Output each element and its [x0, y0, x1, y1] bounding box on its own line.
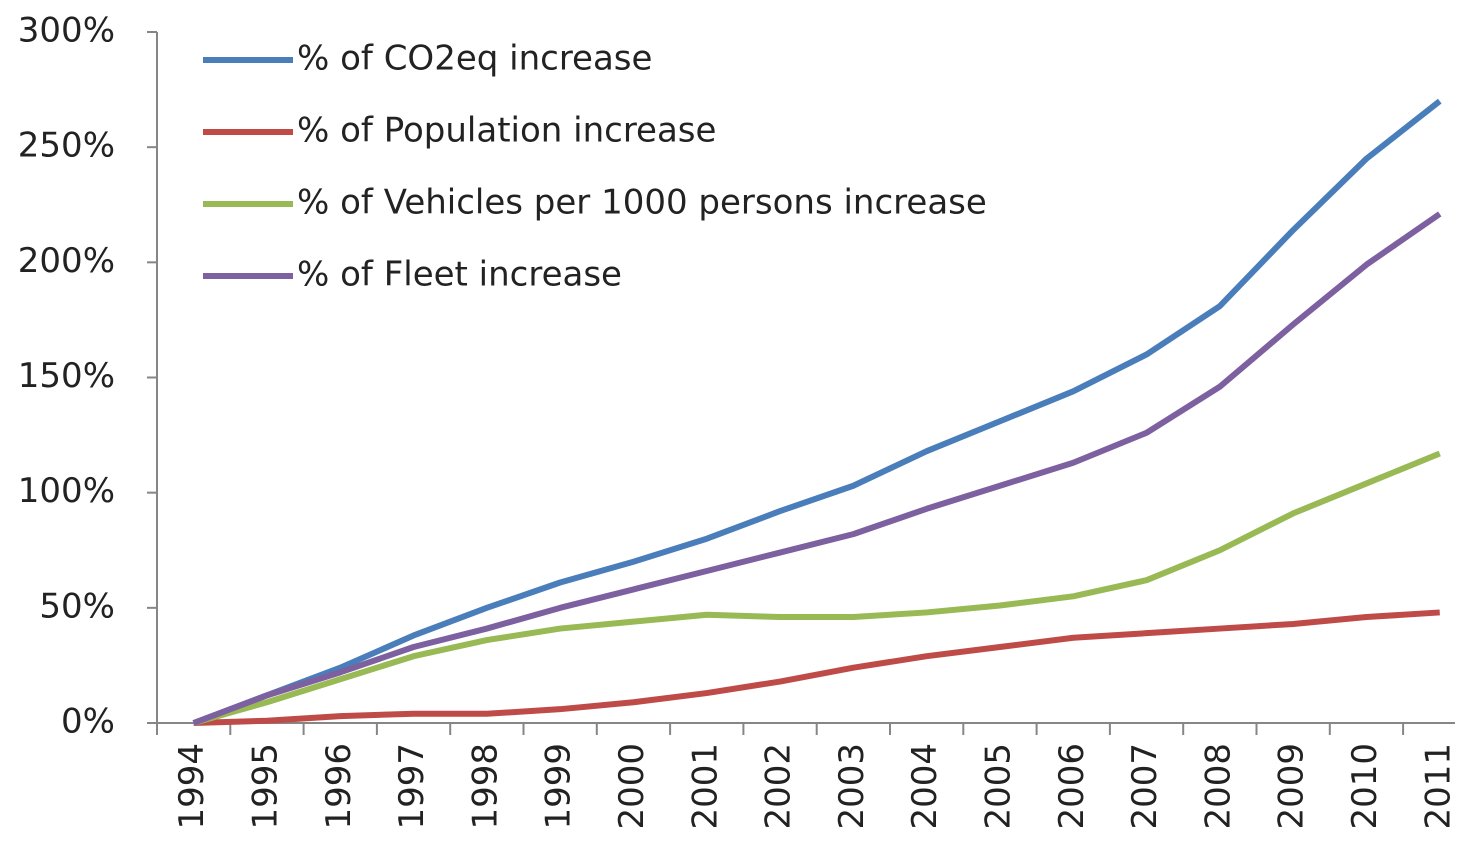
legend-label: % of Fleet increase	[297, 255, 622, 295]
y-tick-label: 100%	[18, 471, 115, 511]
y-tick-label: 0%	[61, 702, 115, 742]
series-line	[193, 609, 1440, 726]
y-tick-label: 150%	[18, 356, 115, 396]
x-tick-label: 1998	[465, 743, 505, 830]
x-tick-label: 2003	[832, 743, 872, 830]
x-tick-label: 2005	[978, 743, 1018, 830]
x-tick-label: 2011	[1418, 743, 1458, 830]
x-tick-label: 2008	[1198, 743, 1238, 830]
x-tick-label: 2007	[1125, 743, 1165, 830]
legend-label: % of Vehicles per 1000 persons increase	[297, 183, 987, 223]
series-line	[192, 98, 1442, 726]
x-tick-label: 2009	[1272, 743, 1312, 830]
x-tick-label: 1994	[172, 743, 212, 830]
x-tick-label: 1995	[245, 743, 285, 830]
x-tick-label: 2001	[685, 743, 725, 830]
y-tick-label: 200%	[18, 241, 115, 281]
x-tick-label: 2000	[612, 743, 652, 830]
x-tick-label: 2004	[905, 743, 945, 830]
series-line	[192, 450, 1441, 726]
y-tick-label: 300%	[18, 11, 115, 51]
y-tick-label: 250%	[18, 126, 115, 166]
x-tick-label: 1997	[392, 743, 432, 830]
x-tick-label: 2002	[759, 743, 799, 830]
x-tick-label: 1999	[539, 743, 579, 830]
legend-label: % of Population increase	[297, 111, 716, 151]
legend-label: % of CO2eq increase	[297, 39, 652, 79]
x-tick-label: 2010	[1345, 743, 1385, 830]
y-tick-label: 50%	[39, 586, 115, 626]
x-tick-label: 1996	[319, 743, 359, 830]
series-line	[192, 211, 1442, 726]
x-tick-label: 2006	[1052, 743, 1092, 830]
